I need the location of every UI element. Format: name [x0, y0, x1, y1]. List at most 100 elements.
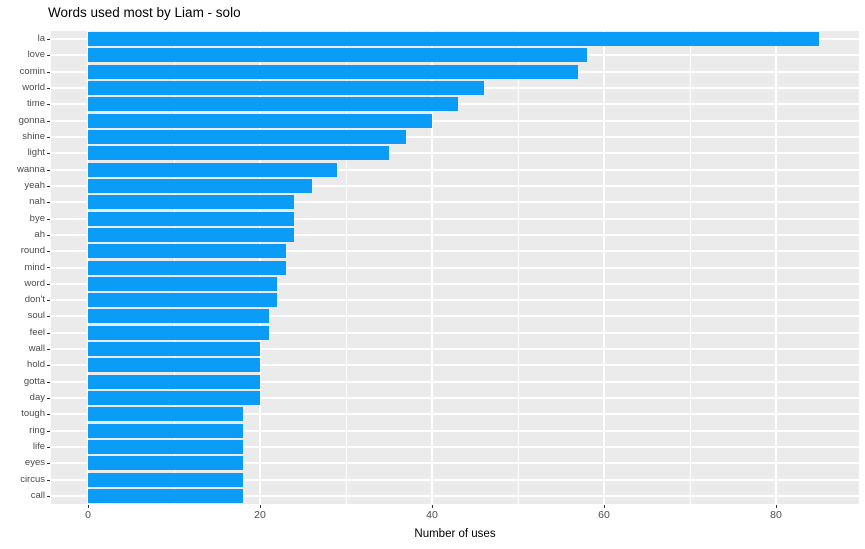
bar — [88, 423, 243, 438]
y-axis-tick-mark — [47, 39, 50, 40]
gridline-horizontal — [51, 184, 859, 187]
y-axis-tick-mark — [47, 153, 50, 154]
y-axis-tick-mark — [47, 284, 50, 285]
plot-panel — [51, 31, 859, 504]
bar — [88, 146, 389, 161]
bar — [88, 456, 243, 471]
bar — [88, 130, 407, 145]
gridline-horizontal — [51, 315, 859, 318]
gridline-horizontal — [51, 266, 859, 269]
y-axis-tick-mark — [47, 480, 50, 481]
gridline-horizontal — [51, 331, 859, 334]
y-axis-label: soul — [27, 310, 45, 322]
bar — [88, 260, 286, 275]
y-axis-label: gonna — [18, 114, 45, 126]
chart-title: Words used most by Liam - solo — [48, 5, 241, 20]
gridline-horizontal — [51, 168, 859, 171]
gridline-vertical-major — [431, 31, 433, 504]
y-axis-tick-mark — [47, 170, 50, 171]
x-axis-tick-mark — [776, 505, 777, 508]
y-axis-label: life — [32, 440, 45, 452]
y-axis-label: nah — [29, 196, 45, 208]
gridline-horizontal — [51, 136, 859, 139]
bar — [88, 293, 278, 308]
bar — [88, 113, 432, 128]
y-axis-tick-mark — [47, 202, 50, 203]
y-axis-tick-mark — [47, 137, 50, 138]
y-axis-label: call — [30, 489, 45, 501]
x-axis-title: Number of uses — [414, 528, 496, 540]
bar — [88, 211, 295, 226]
y-axis-label: tough — [21, 408, 45, 420]
y-axis-label: day — [29, 391, 45, 403]
y-axis-tick-mark — [47, 235, 50, 236]
bar — [88, 488, 243, 503]
gridline-horizontal — [51, 250, 859, 253]
bar — [88, 407, 243, 422]
bar — [88, 325, 269, 340]
gridline-vertical-minor — [346, 31, 347, 504]
gridline-vertical-major — [603, 31, 605, 504]
y-axis-label: love — [27, 49, 45, 61]
gridline-horizontal — [51, 478, 859, 481]
y-axis-tick-mark — [47, 251, 50, 252]
gridline-horizontal — [51, 396, 859, 399]
x-axis-tick-mark — [604, 505, 605, 508]
bar — [88, 64, 579, 79]
gridline-horizontal — [51, 429, 859, 432]
y-axis-tick-mark — [47, 121, 50, 122]
gridline-horizontal — [51, 201, 859, 204]
gridline-horizontal — [51, 348, 859, 351]
y-axis-tick-mark — [47, 382, 50, 383]
bar — [88, 309, 269, 324]
y-axis-tick-mark — [47, 414, 50, 415]
gridline-vertical-minor — [690, 31, 691, 504]
gridline-horizontal — [51, 299, 859, 302]
y-axis-tick-mark — [47, 365, 50, 366]
gridline-vertical-minor — [518, 31, 519, 504]
bar — [88, 358, 260, 373]
x-axis-tick-label: 80 — [770, 509, 782, 521]
y-axis-label: round — [20, 245, 45, 257]
y-axis-label: yeah — [24, 179, 45, 191]
y-axis-label: don't — [24, 294, 45, 306]
y-axis-label: shine — [22, 131, 45, 143]
y-axis-label: comin — [19, 65, 45, 77]
gridline-horizontal — [51, 380, 859, 383]
bar — [88, 162, 338, 177]
x-axis-tick-mark — [88, 505, 89, 508]
y-axis-tick-mark — [47, 186, 50, 187]
y-axis-label: world — [22, 82, 45, 94]
y-axis-tick-mark — [47, 398, 50, 399]
gridline-horizontal — [51, 217, 859, 220]
bar — [88, 439, 243, 454]
bar — [88, 244, 286, 259]
gridline-horizontal — [51, 233, 859, 236]
bar — [88, 32, 819, 47]
gridline-horizontal — [51, 119, 859, 122]
y-axis-tick-mark — [47, 267, 50, 268]
y-axis-label: time — [27, 98, 45, 110]
y-axis-tick-mark — [47, 316, 50, 317]
gridline-horizontal — [51, 413, 859, 416]
gridline-horizontal — [51, 494, 859, 497]
y-axis-tick-mark — [47, 300, 50, 301]
y-axis-label: eyes — [24, 457, 45, 469]
y-axis-tick-mark — [47, 55, 50, 56]
gridline-horizontal — [51, 282, 859, 285]
y-axis-label: circus — [20, 473, 45, 485]
y-axis-tick-mark — [47, 333, 50, 334]
bar — [88, 342, 260, 357]
gridline-horizontal — [51, 445, 859, 448]
bar — [88, 374, 260, 389]
y-axis-label: la — [37, 33, 45, 45]
x-axis-tick-mark — [432, 505, 433, 508]
y-axis-tick-mark — [47, 72, 50, 73]
x-axis-tick-label: 0 — [85, 509, 91, 521]
y-axis-tick-mark — [47, 219, 50, 220]
bar — [88, 195, 295, 210]
y-axis-tick-mark — [47, 496, 50, 497]
y-axis-tick-mark — [47, 88, 50, 89]
y-axis-label: feel — [29, 326, 45, 338]
